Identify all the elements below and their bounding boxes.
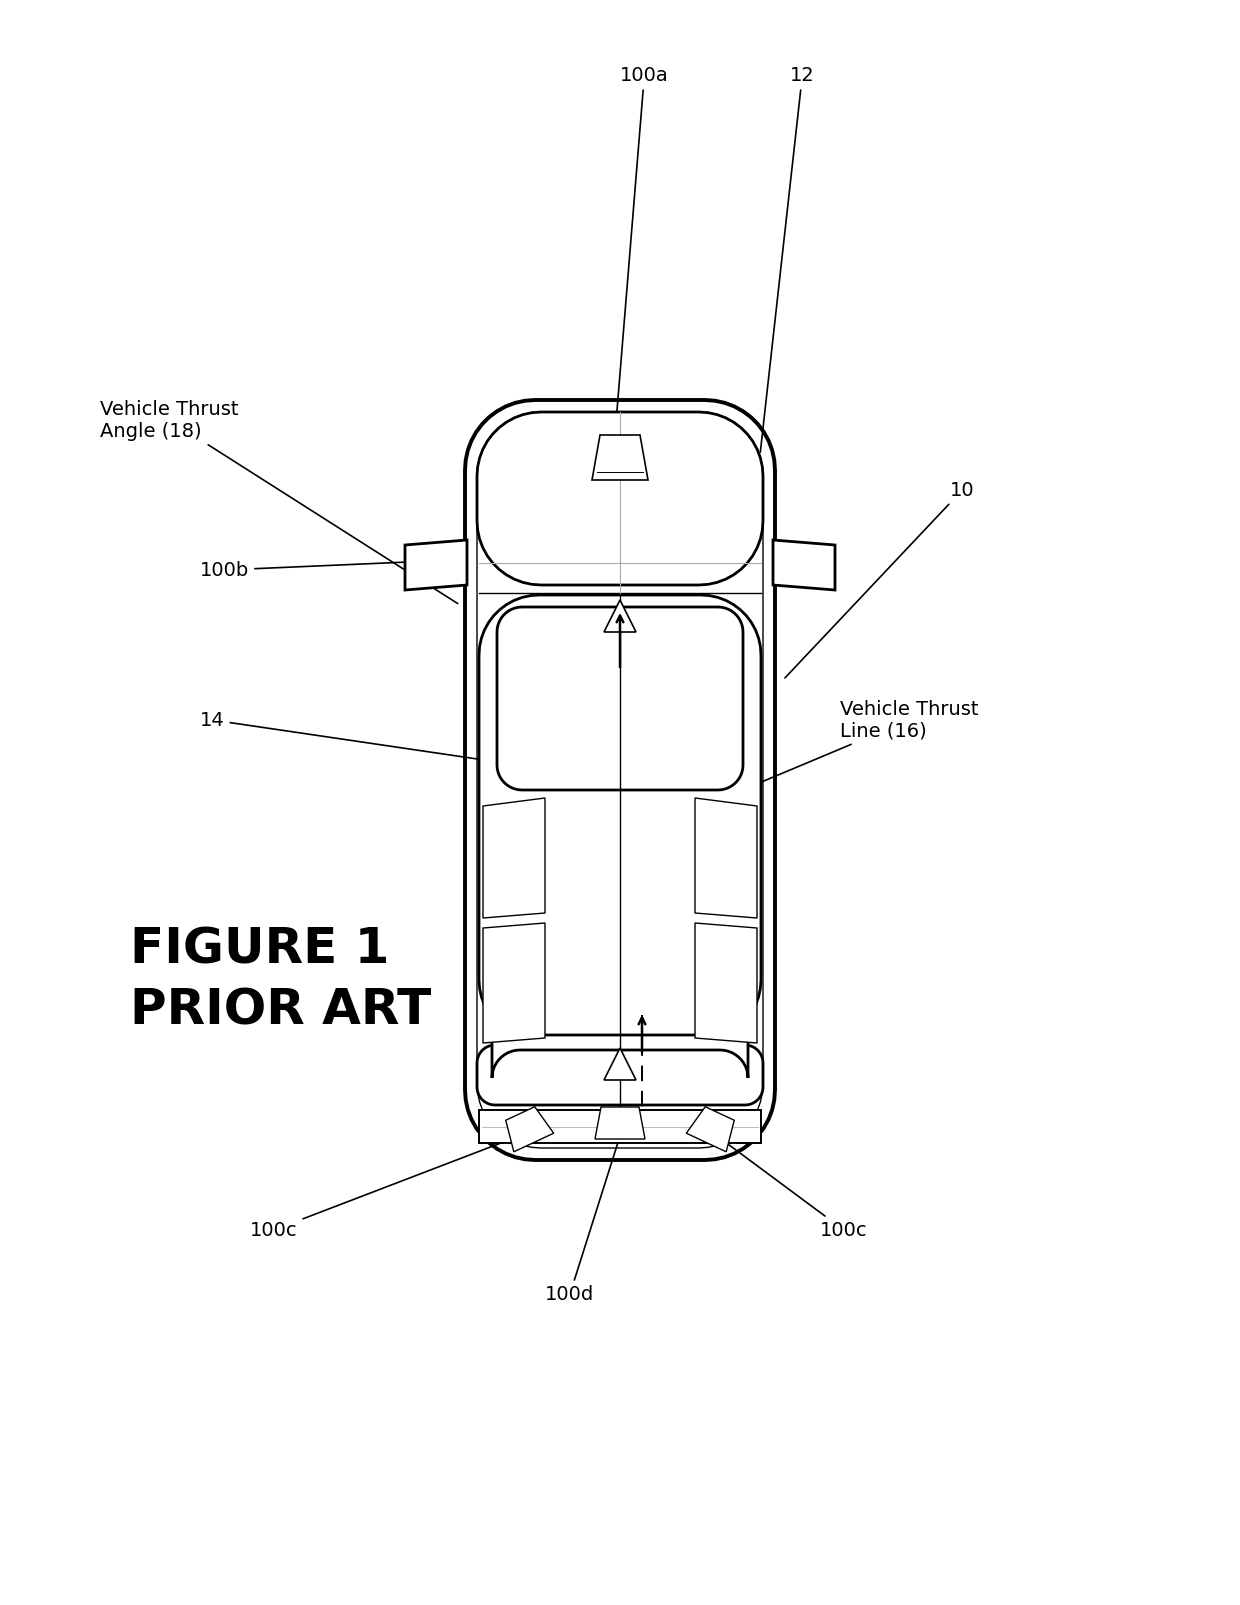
Text: 12: 12 xyxy=(760,66,815,453)
Text: Vehicle Thrust
Angle (18): Vehicle Thrust Angle (18) xyxy=(100,400,458,603)
Text: 100c: 100c xyxy=(715,1135,868,1239)
Text: 100d: 100d xyxy=(546,1138,619,1305)
Polygon shape xyxy=(604,1048,636,1080)
Polygon shape xyxy=(694,923,756,1043)
Polygon shape xyxy=(497,607,743,790)
Text: 100a: 100a xyxy=(615,66,668,432)
Bar xyxy=(479,1111,761,1143)
Polygon shape xyxy=(484,798,546,918)
Polygon shape xyxy=(405,539,467,591)
Text: Vehicle Thrust
Line (16): Vehicle Thrust Line (16) xyxy=(650,700,978,828)
Polygon shape xyxy=(595,1107,645,1140)
Polygon shape xyxy=(604,600,636,632)
Text: FIGURE 1
PRIOR ART: FIGURE 1 PRIOR ART xyxy=(130,926,432,1035)
Polygon shape xyxy=(694,798,756,918)
Polygon shape xyxy=(492,1006,748,1079)
Polygon shape xyxy=(484,923,546,1043)
Polygon shape xyxy=(465,400,775,1160)
Text: 10: 10 xyxy=(785,480,975,677)
Polygon shape xyxy=(591,435,649,480)
Polygon shape xyxy=(686,1107,734,1152)
Polygon shape xyxy=(479,595,761,1040)
Text: 14: 14 xyxy=(200,711,618,780)
Polygon shape xyxy=(773,539,835,591)
Text: 100b: 100b xyxy=(200,560,405,579)
Polygon shape xyxy=(477,1045,763,1104)
Polygon shape xyxy=(477,412,763,584)
Polygon shape xyxy=(506,1107,554,1152)
Text: 100c: 100c xyxy=(250,1135,525,1239)
